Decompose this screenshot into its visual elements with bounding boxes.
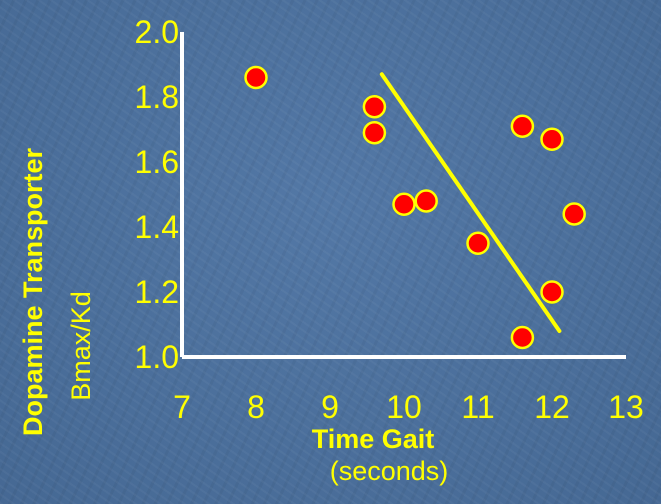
data-points <box>244 65 586 350</box>
y-axis-title: Dopamine Transporter <box>18 147 48 436</box>
data-point <box>562 202 586 226</box>
x-tick-label: 12 <box>534 389 570 425</box>
x-tick-label: 10 <box>386 389 422 425</box>
data-point <box>414 189 438 213</box>
data-point <box>244 65 268 90</box>
x-axis-subtitle: (seconds) <box>330 456 449 486</box>
trendline <box>379 72 562 333</box>
y-tick-label: 1.2 <box>135 274 179 310</box>
data-point <box>392 192 416 216</box>
data-point <box>540 127 564 151</box>
y-tick-label: 2.0 <box>135 14 179 50</box>
x-axis-title: Time Gait <box>312 424 435 454</box>
x-tick-labels: 7 8 9 10 11 12 13 <box>173 389 644 425</box>
data-point <box>362 121 387 145</box>
y-tick-label: 1.4 <box>135 209 179 245</box>
data-point <box>510 114 535 138</box>
y-tick-label: 1.8 <box>135 79 179 115</box>
y-tick-labels: 1.0 1.2 1.4 1.6 1.8 2.0 <box>135 14 179 375</box>
data-point <box>466 231 490 255</box>
data-point <box>362 95 387 119</box>
data-point <box>510 325 535 350</box>
x-tick-label: 11 <box>461 389 494 425</box>
y-axis-subtitle: Bmax/Kd <box>66 291 96 401</box>
data-point <box>540 280 564 304</box>
y-tick-label: 1.6 <box>135 144 179 180</box>
x-tick-label: 13 <box>608 389 644 425</box>
y-tick-label: 1.0 <box>135 339 179 375</box>
axes <box>180 32 626 359</box>
x-tick-label: 8 <box>247 389 265 425</box>
x-tick-label: 7 <box>173 389 191 425</box>
x-tick-label: 9 <box>321 389 339 425</box>
